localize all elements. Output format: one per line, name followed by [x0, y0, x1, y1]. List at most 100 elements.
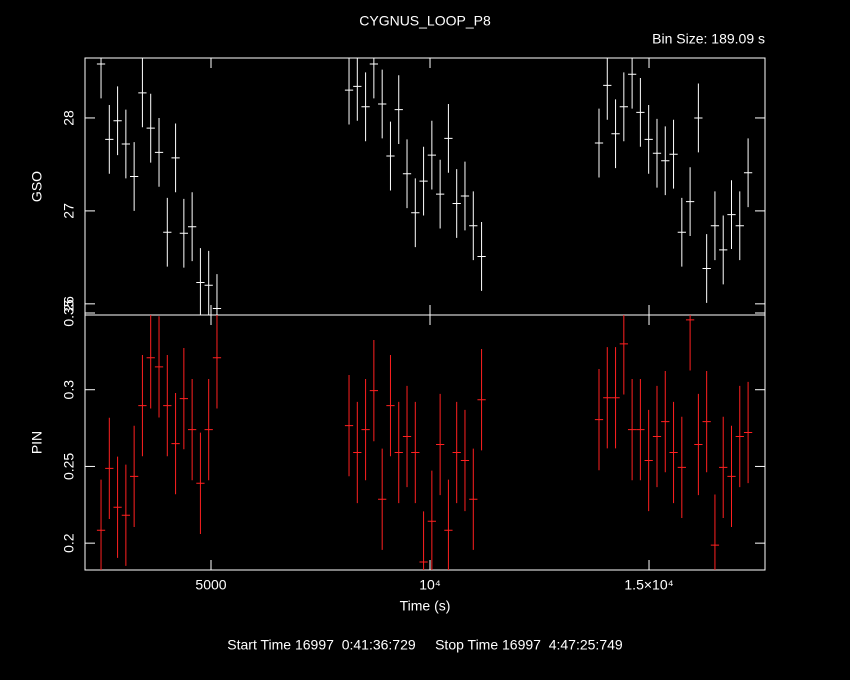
error-point	[138, 58, 147, 128]
error-point	[644, 409, 653, 512]
plot-frame	[84, 57, 766, 316]
error-point	[96, 58, 106, 99]
error-point	[710, 191, 720, 261]
error-point	[394, 401, 403, 504]
error-point	[361, 72, 370, 142]
error-point	[594, 369, 604, 471]
error-point	[444, 479, 453, 570]
error-point	[353, 401, 362, 504]
error-point	[652, 118, 662, 188]
error-point	[627, 58, 637, 109]
error-point	[477, 222, 486, 291]
error-point	[171, 123, 180, 193]
error-point	[669, 401, 678, 504]
error-point	[154, 117, 164, 187]
error-point	[694, 393, 703, 496]
bin-size: Bin Size: 189.09 s	[652, 31, 765, 47]
error-point	[644, 104, 653, 174]
error-point	[419, 511, 428, 570]
error-point	[130, 142, 139, 211]
error-point	[187, 378, 197, 481]
y-tick-label: 28	[61, 110, 77, 126]
error-point	[369, 58, 379, 99]
error-point	[212, 274, 222, 315]
error-point	[378, 69, 387, 139]
error-point	[727, 180, 736, 250]
error-point	[677, 416, 686, 518]
footer: Start Time 16997 0:41:36:729 Stop Time 1…	[227, 637, 623, 653]
error-point	[735, 191, 744, 261]
error-point	[719, 215, 728, 285]
y-tick-label: 26	[61, 296, 77, 312]
error-point	[627, 378, 637, 481]
error-point	[121, 109, 131, 179]
error-point	[411, 178, 420, 248]
error-point	[636, 378, 645, 481]
error-point	[427, 470, 436, 570]
error-point	[402, 139, 412, 209]
error-point	[179, 347, 188, 450]
error-point	[196, 248, 205, 315]
y-tick-label: 0.2	[61, 533, 77, 553]
error-point	[611, 99, 620, 169]
error-point	[394, 75, 403, 144]
error-point	[402, 385, 412, 488]
error-point	[353, 58, 362, 121]
error-point	[113, 456, 122, 558]
error-point	[171, 392, 180, 495]
error-point	[113, 86, 122, 156]
error-point	[378, 448, 387, 550]
error-point	[460, 161, 470, 231]
error-point	[735, 385, 744, 488]
error-point	[460, 409, 470, 512]
error-point	[685, 167, 695, 236]
y-tick-label: 27	[61, 203, 77, 219]
error-point	[419, 146, 428, 216]
error-point	[154, 316, 164, 418]
error-point	[452, 169, 461, 238]
error-point	[435, 159, 445, 229]
x-tick-label: 1.5×10⁴	[624, 577, 673, 593]
y-tick-label: 0.3	[61, 380, 77, 400]
error-point	[727, 425, 736, 528]
error-point	[212, 315, 222, 409]
error-point	[452, 401, 461, 504]
error-point	[386, 121, 395, 191]
error-point	[204, 378, 213, 481]
error-point	[96, 479, 106, 570]
error-point	[411, 401, 420, 504]
error-point	[179, 198, 188, 268]
error-point	[369, 340, 379, 442]
error-point	[204, 250, 213, 315]
error-point	[594, 108, 604, 178]
error-point	[427, 120, 436, 190]
error-point	[694, 83, 703, 153]
x-tick-label: 10⁴	[419, 577, 441, 593]
error-point	[187, 192, 197, 262]
error-point	[138, 355, 147, 457]
error-point	[105, 417, 114, 520]
error-point	[719, 416, 728, 518]
error-point	[196, 432, 205, 534]
y-axis-label: PIN	[29, 431, 45, 454]
error-point	[146, 315, 155, 409]
error-point	[652, 385, 662, 488]
error-point	[611, 347, 620, 449]
error-point	[661, 126, 670, 196]
error-point	[444, 104, 453, 173]
error-point	[163, 197, 172, 267]
error-point	[386, 355, 395, 457]
error-point	[685, 315, 695, 371]
error-point	[669, 119, 678, 189]
plot-frame	[84, 314, 766, 571]
error-point	[661, 371, 670, 473]
error-point	[344, 374, 354, 477]
error-point	[743, 381, 753, 484]
error-point	[743, 138, 753, 208]
y-tick-label: 0.25	[61, 453, 77, 480]
error-point	[477, 349, 486, 451]
chart-title: CYGNUS_LOOP_P8	[359, 13, 491, 29]
error-point	[130, 425, 139, 528]
